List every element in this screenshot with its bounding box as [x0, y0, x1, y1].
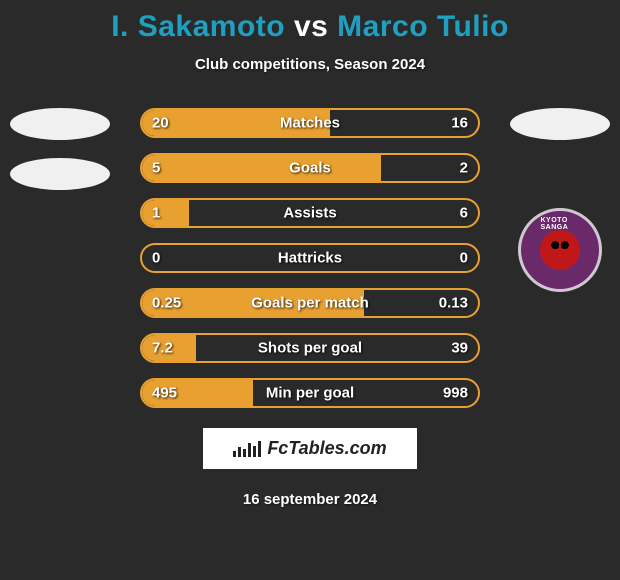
- metric-label: Min per goal: [266, 385, 354, 402]
- logo-text: FcTables.com: [267, 438, 386, 459]
- value-right: 0: [460, 250, 468, 267]
- bar-track: 5 2 Goals: [140, 153, 480, 183]
- footer-logo-wrap: FcTables.com: [0, 428, 620, 469]
- metric-row: 5 2 Goals: [0, 153, 620, 183]
- value-left: 0: [152, 250, 160, 267]
- player2-name: Marco Tulio: [337, 10, 509, 43]
- bar-track: 7.2 39 Shots per goal: [140, 333, 480, 363]
- subtitle: Club competitions, Season 2024: [0, 56, 620, 73]
- value-right: 16: [451, 115, 468, 132]
- bar-track: 1 6 Assists: [140, 198, 480, 228]
- chart-area: KYOTO SANGA 2016Matches52Goals16Assists0…: [0, 108, 620, 408]
- value-left: 5: [152, 160, 160, 177]
- metric-label: Assists: [283, 205, 336, 222]
- bar-fill: [142, 155, 381, 181]
- date-line: 16 september 2024: [0, 491, 620, 508]
- fctables-logo: FcTables.com: [203, 428, 416, 469]
- player1-name: I. Sakamoto: [111, 10, 285, 43]
- metric-label: Goals: [289, 160, 331, 177]
- bar-track: 20 16 Matches: [140, 108, 480, 138]
- metric-row: 20 16 Matches: [0, 108, 620, 138]
- value-right: 39: [451, 340, 468, 357]
- metric-row: 495 998 Min per goal: [0, 378, 620, 408]
- value-left: 1: [152, 205, 160, 222]
- value-right: 998: [443, 385, 468, 402]
- value-right: 2: [460, 160, 468, 177]
- comparison-title: I. Sakamoto vs Marco Tulio: [0, 0, 620, 44]
- bar-track: 0 0 Hattricks: [140, 243, 480, 273]
- metric-label: Matches: [280, 115, 340, 132]
- logo-bars-icon: [233, 441, 261, 457]
- value-left: 20: [152, 115, 169, 132]
- metric-rows: 2016Matches52Goals16Assists00Hattricks0.…: [0, 108, 620, 408]
- metric-label: Hattricks: [278, 250, 342, 267]
- bar-track: 0.25 0.13 Goals per match: [140, 288, 480, 318]
- bar-fill: [142, 200, 189, 226]
- bar-track: 495 998 Min per goal: [140, 378, 480, 408]
- vs-text: vs: [294, 10, 328, 43]
- metric-label: Shots per goal: [258, 340, 362, 357]
- metric-row: 0.25 0.13 Goals per match: [0, 288, 620, 318]
- metric-label: Goals per match: [251, 295, 369, 312]
- value-left: 495: [152, 385, 177, 402]
- value-right: 0.13: [439, 295, 468, 312]
- metric-row: 1 6 Assists: [0, 198, 620, 228]
- metric-row: 0 0 Hattricks: [0, 243, 620, 273]
- metric-row: 7.2 39 Shots per goal: [0, 333, 620, 363]
- value-right: 6: [460, 205, 468, 222]
- value-left: 0.25: [152, 295, 181, 312]
- value-left: 7.2: [152, 340, 173, 357]
